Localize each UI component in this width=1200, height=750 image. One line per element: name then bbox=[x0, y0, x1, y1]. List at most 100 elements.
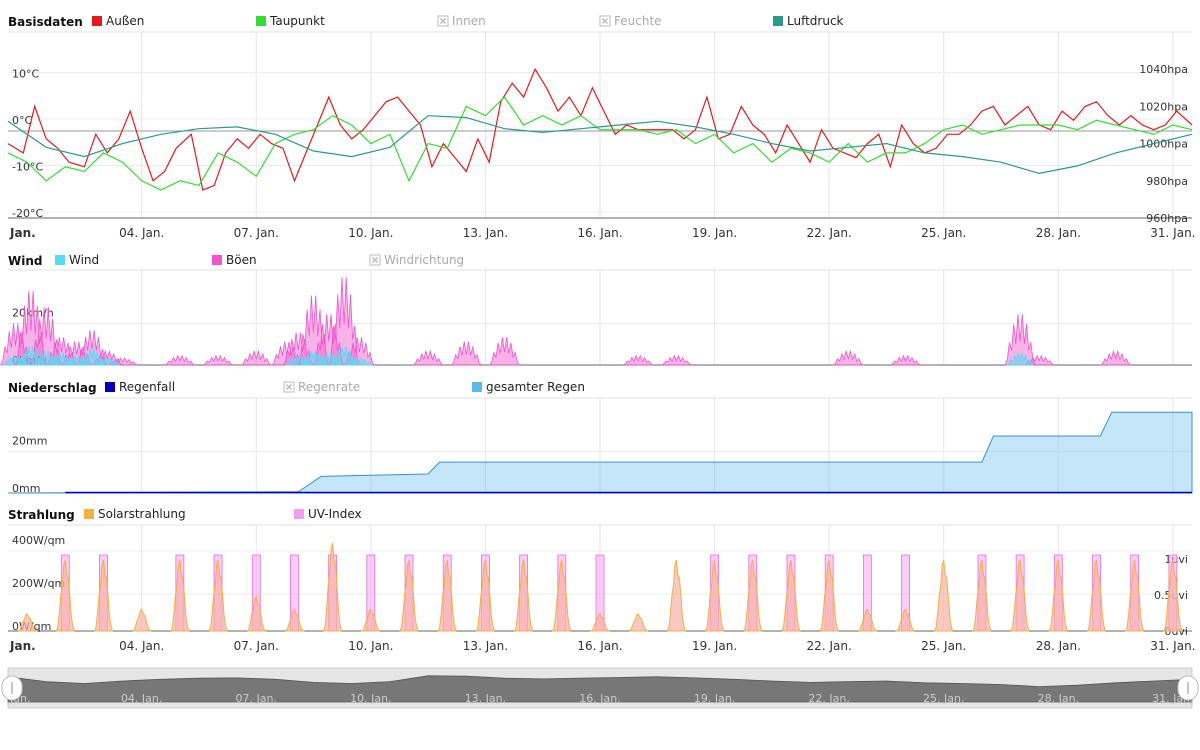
solar-radiation-mark bbox=[132, 608, 152, 632]
solar-radiation-mark bbox=[1048, 559, 1068, 632]
legend-item-außen[interactable]: Außen bbox=[92, 14, 144, 28]
x-tick-label: 10. Jan. bbox=[348, 639, 393, 653]
total-rain-area bbox=[7, 411, 1193, 494]
navigator-tick-label: 07. Jan. bbox=[236, 692, 277, 705]
gust-area-mark bbox=[488, 337, 520, 366]
y-tick-label-left: 200W/qm bbox=[12, 577, 65, 590]
legend-disabled-icon bbox=[285, 383, 293, 391]
wind-area-mark bbox=[94, 357, 121, 366]
y-tick-label-right: 1000hpa bbox=[1139, 138, 1188, 151]
legend-item-uv-index[interactable]: UV-Index bbox=[294, 507, 362, 521]
y-tick-label-right: 1040hpa bbox=[1139, 63, 1188, 76]
solar-radiation-mark bbox=[781, 559, 801, 632]
legend-item-luftdruck[interactable]: Luftdruck bbox=[773, 14, 844, 28]
x-tick-label: Jan. bbox=[9, 639, 36, 653]
legend-item-regenrate[interactable]: Regenrate bbox=[283, 380, 360, 394]
legend-disabled-icon bbox=[283, 381, 295, 393]
legend-item-gesamter-regen[interactable]: gesamter Regen bbox=[472, 380, 585, 394]
solar-radiation-mark bbox=[552, 559, 572, 632]
legend-item-feuchte[interactable]: Feuchte bbox=[599, 14, 662, 28]
solar-radiation-mark bbox=[285, 608, 305, 632]
solar-radiation-mark bbox=[1010, 559, 1030, 632]
legend-item-regenfall[interactable]: Regenfall bbox=[105, 380, 175, 394]
panel-title-basisdaten: Basisdaten bbox=[8, 15, 83, 29]
panel-wind: Wind Wind Böen Windrichtung 20km/h0km/h bbox=[0, 253, 1192, 367]
solar-radiation-mark bbox=[858, 608, 878, 632]
navigator-tick-label: 19. Jan. bbox=[694, 692, 735, 705]
legend-swatch bbox=[55, 255, 65, 265]
y-tick-label-right: 1020hpa bbox=[1139, 100, 1188, 113]
navigator-tick-label: 04. Jan. bbox=[121, 692, 162, 705]
solar-radiation-mark bbox=[819, 559, 839, 632]
x-tick-label: 04. Jan. bbox=[119, 639, 164, 653]
solar-radiation-mark bbox=[705, 559, 725, 632]
legend-label: Solarstrahlung bbox=[98, 507, 186, 521]
legend-label: Wind bbox=[69, 253, 99, 267]
navigator[interactable]: Jan. 04. Jan. 07. Jan. 10. Jan. 13. Jan. 16. … bbox=[1, 667, 1199, 709]
solar-radiation-mark bbox=[17, 612, 38, 632]
legend-item-windrichtung[interactable]: Windrichtung bbox=[369, 253, 464, 267]
solar-radiation-mark bbox=[666, 559, 687, 632]
legend-item-böen[interactable]: Böen bbox=[212, 253, 257, 267]
solar-radiation-mark bbox=[208, 559, 228, 632]
legend-label: Feuchte bbox=[614, 14, 662, 28]
legend-disabled-icon bbox=[599, 15, 611, 27]
legend-item-wind[interactable]: Wind bbox=[55, 253, 99, 267]
legend-label: gesamter Regen bbox=[486, 380, 585, 394]
y-tick-label-left: 0°C bbox=[12, 114, 32, 127]
navigator-tick-label: 16. Jan. bbox=[579, 692, 620, 705]
plot-basisdaten: Jan. 04. Jan. 07. Jan. 10. Jan. 13. Jan. 16. … bbox=[7, 31, 1196, 240]
navigator-tick-label: 22. Jan. bbox=[808, 692, 849, 705]
solar-radiation-mark bbox=[94, 559, 114, 632]
solar-radiation-mark bbox=[170, 559, 190, 632]
gust-area-mark bbox=[450, 341, 482, 366]
legend-label: Böen bbox=[226, 253, 257, 267]
panel-strahlung: Strahlung Solarstrahlung UV-Index Jan. 04.… bbox=[8, 507, 1196, 653]
x-tick-label: 13. Jan. bbox=[463, 639, 508, 653]
x-tick-label: 16. Jan. bbox=[577, 226, 622, 240]
solar-radiation-mark bbox=[743, 559, 763, 632]
panel-basisdaten: Basisdaten Außen Taupunkt Innen Feuchte Luft… bbox=[7, 14, 1196, 240]
panel-niederschlag: Niederschlag Regenfall Regenrate gesamter … bbox=[7, 380, 1193, 495]
navigator-tick-label: 28. Jan. bbox=[1038, 692, 1079, 705]
legend-label: Windrichtung bbox=[384, 253, 464, 267]
legend-label: Luftdruck bbox=[787, 14, 844, 28]
x-tick-label: 22. Jan. bbox=[807, 639, 852, 653]
legend-swatch bbox=[256, 16, 266, 26]
x-tick-label: 28. Jan. bbox=[1036, 226, 1081, 240]
y-tick-label-left: 0mm bbox=[12, 482, 40, 495]
legend-item-solarstrahlung[interactable]: Solarstrahlung bbox=[84, 507, 186, 521]
y-tick-label-right: 960hpa bbox=[1146, 212, 1188, 225]
solar-radiation-mark bbox=[628, 612, 649, 632]
x-tick-label: 19. Jan. bbox=[692, 639, 737, 653]
wind-area-mark bbox=[1005, 351, 1034, 366]
solar-radiation-mark bbox=[55, 559, 75, 632]
legend-disabled-icon bbox=[437, 15, 449, 27]
y-tick-label-left: 400W/qm bbox=[12, 534, 65, 547]
navigator-tick-label: 13. Jan. bbox=[465, 692, 506, 705]
gust-area-mark bbox=[241, 349, 273, 366]
legend-item-taupunkt[interactable]: Taupunkt bbox=[256, 14, 325, 28]
x-tick-label: 28. Jan. bbox=[1036, 639, 1081, 653]
series-line-taupunkt bbox=[7, 96, 1193, 191]
solar-radiation-mark bbox=[1086, 559, 1106, 632]
x-tick-label: 31. Jan. bbox=[1150, 639, 1195, 653]
navigator-series bbox=[7, 675, 1193, 703]
legend-disabled-icon bbox=[601, 17, 609, 25]
solar-radiation-mark bbox=[475, 559, 495, 632]
gust-area-mark bbox=[890, 354, 921, 366]
x-tick-label: 07. Jan. bbox=[234, 226, 279, 240]
solar-radiation-mark bbox=[589, 612, 611, 632]
legend-niederschlag: Regenfall Regenrate gesamter Regen bbox=[105, 380, 585, 394]
legend-swatch bbox=[84, 509, 94, 519]
solar-radiation-mark bbox=[399, 559, 419, 632]
legend-wind: Wind Böen Windrichtung bbox=[55, 253, 464, 267]
gust-area-mark bbox=[1099, 349, 1131, 366]
legend-swatch bbox=[212, 255, 222, 265]
legend-swatch bbox=[773, 16, 783, 26]
solar-radiation-mark bbox=[437, 559, 457, 632]
legend-label: UV-Index bbox=[308, 507, 362, 521]
legend-item-innen[interactable]: Innen bbox=[437, 14, 486, 28]
legend-disabled-icon bbox=[439, 17, 447, 25]
legend-label: Innen bbox=[452, 14, 486, 28]
